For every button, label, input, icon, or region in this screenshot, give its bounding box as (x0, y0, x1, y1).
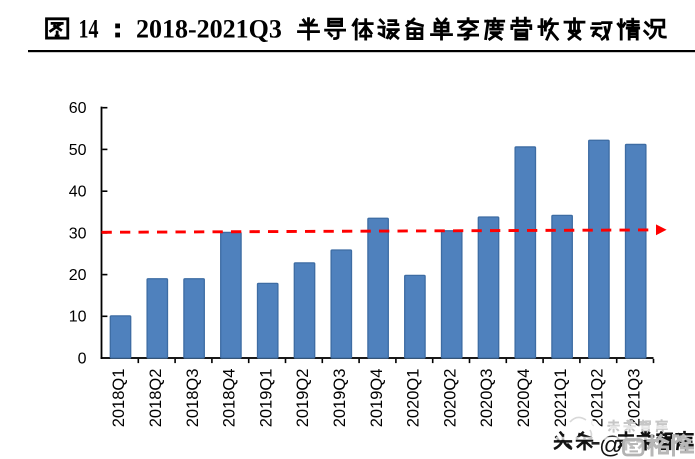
svg-text:2018-2021Q3: 2018-2021Q3 (136, 15, 282, 44)
svg-text:30: 30 (69, 225, 87, 242)
svg-text:2021Q2: 2021Q2 (589, 369, 607, 428)
svg-text:50: 50 (69, 142, 87, 159)
svg-text:2018Q3: 2018Q3 (184, 369, 202, 428)
svg-text:2021Q1: 2021Q1 (552, 369, 570, 428)
svg-text:0: 0 (78, 350, 87, 367)
svg-text:40: 40 (69, 184, 87, 201)
svg-text:2020Q4: 2020Q4 (515, 369, 533, 428)
svg-text:2020Q3: 2020Q3 (478, 369, 496, 428)
svg-text:2018Q1: 2018Q1 (110, 369, 128, 428)
svg-text:2019Q4: 2019Q4 (368, 369, 386, 428)
svg-text:14: 14 (79, 14, 99, 43)
svg-text:2019Q2: 2019Q2 (294, 369, 312, 428)
svg-text:2019Q3: 2019Q3 (331, 369, 349, 428)
svg-text:2020Q2: 2020Q2 (441, 369, 459, 428)
svg-text:2019Q1: 2019Q1 (257, 369, 275, 428)
svg-text:2021Q3: 2021Q3 (625, 369, 643, 428)
svg-text:60: 60 (69, 100, 87, 117)
svg-text:2018Q4: 2018Q4 (221, 369, 239, 428)
svg-text:20: 20 (69, 267, 87, 284)
svg-text:10: 10 (69, 309, 87, 326)
svg-text:2018Q2: 2018Q2 (147, 369, 165, 428)
svg-text:2020Q1: 2020Q1 (405, 369, 423, 428)
